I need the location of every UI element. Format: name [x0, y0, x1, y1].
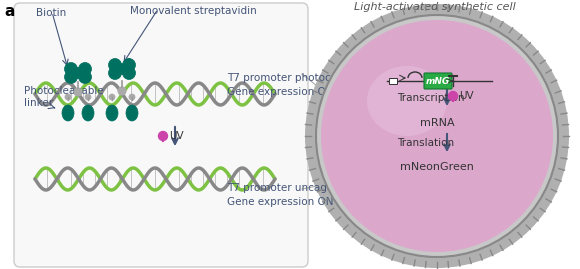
Ellipse shape — [321, 20, 553, 252]
Circle shape — [85, 94, 91, 100]
Text: mNeonGreen: mNeonGreen — [400, 162, 474, 172]
Ellipse shape — [122, 58, 136, 72]
Ellipse shape — [108, 66, 121, 80]
FancyBboxPatch shape — [14, 3, 308, 267]
Circle shape — [109, 94, 115, 100]
Circle shape — [117, 64, 127, 74]
Ellipse shape — [64, 70, 78, 83]
Text: Translation: Translation — [397, 138, 454, 148]
Ellipse shape — [78, 62, 92, 76]
Ellipse shape — [62, 105, 74, 121]
Text: UV: UV — [459, 91, 474, 101]
FancyBboxPatch shape — [389, 78, 397, 84]
Text: T7 promoter photocaged
Gene expression OFF: T7 promoter photocaged Gene expression O… — [227, 73, 357, 97]
Text: mNG: mNG — [426, 76, 450, 86]
Circle shape — [118, 87, 126, 95]
Ellipse shape — [448, 91, 458, 101]
Text: Biotin: Biotin — [36, 8, 66, 18]
FancyBboxPatch shape — [424, 73, 452, 89]
Text: Light-activated synthetic cell: Light-activated synthetic cell — [354, 2, 516, 12]
Ellipse shape — [126, 105, 138, 121]
Circle shape — [73, 68, 83, 78]
Text: Photocleavable
linker: Photocleavable linker — [24, 86, 104, 108]
Circle shape — [74, 88, 82, 96]
Ellipse shape — [158, 132, 168, 140]
Text: T7 promoter uncaged
Gene expression ON: T7 promoter uncaged Gene expression ON — [227, 183, 340, 207]
Text: UV: UV — [169, 131, 184, 141]
Text: Transcription: Transcription — [397, 93, 465, 103]
Ellipse shape — [106, 105, 118, 121]
Text: a: a — [4, 4, 15, 19]
Ellipse shape — [122, 66, 136, 80]
Text: Monovalent streptavidin: Monovalent streptavidin — [130, 6, 257, 16]
Ellipse shape — [108, 58, 121, 72]
Ellipse shape — [316, 15, 558, 257]
Ellipse shape — [82, 105, 94, 121]
Ellipse shape — [78, 70, 92, 83]
Text: mRNA: mRNA — [420, 118, 454, 128]
Circle shape — [129, 94, 135, 100]
Ellipse shape — [64, 62, 78, 76]
Ellipse shape — [305, 4, 569, 268]
Ellipse shape — [367, 66, 447, 136]
Circle shape — [65, 94, 71, 100]
